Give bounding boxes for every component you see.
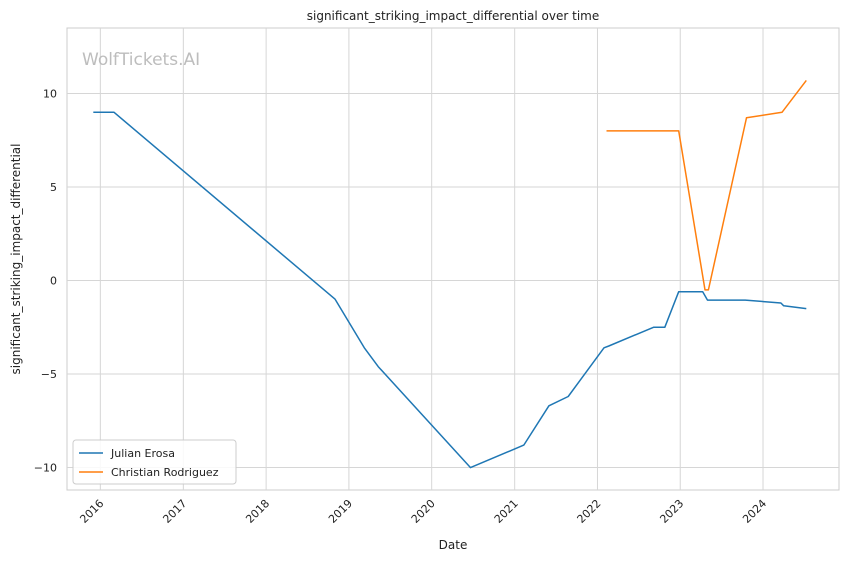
legend-label: Julian Erosa: [110, 447, 175, 460]
y-axis-title: significant_striking_impact_differential: [9, 144, 23, 375]
y-tick-label: 5: [50, 181, 57, 194]
grid: [67, 28, 839, 490]
x-tick-label: 2024: [740, 497, 769, 526]
legend-label: Christian Rodriguez: [111, 466, 219, 479]
y-tick-label: 0: [50, 275, 57, 288]
chart-title: significant_striking_impact_differential…: [307, 9, 599, 23]
series-line-1: [606, 79, 807, 291]
watermark: WolfTickets.AI: [82, 50, 200, 70]
x-tick-label: 2016: [77, 497, 106, 526]
x-tick-label: 2021: [492, 497, 521, 526]
x-tick-label: 2023: [657, 497, 686, 526]
series-lines: [93, 79, 807, 469]
x-tick-label: 2022: [575, 497, 604, 526]
x-axis-title: Date: [439, 538, 468, 552]
legend: Julian Erosa Christian Rodriguez: [72, 439, 237, 485]
x-tick-label: 2020: [409, 497, 438, 526]
series-line-0: [93, 111, 807, 469]
y-tick-label: −10: [34, 462, 57, 475]
y-tick-label: 10: [43, 87, 57, 100]
y-tick-label: −5: [41, 368, 57, 381]
plot-area: [66, 27, 840, 491]
x-axis-ticks: 2016 2017 2018 2019 2020 2021 2022 2023 2024: [77, 497, 769, 526]
x-tick-label: 2018: [243, 497, 272, 526]
legend-box: [72, 439, 237, 485]
x-tick-label: 2019: [326, 497, 355, 526]
x-tick-label: 2017: [160, 497, 189, 526]
y-axis-ticks: 10 5 0 −5 −10: [34, 87, 57, 474]
